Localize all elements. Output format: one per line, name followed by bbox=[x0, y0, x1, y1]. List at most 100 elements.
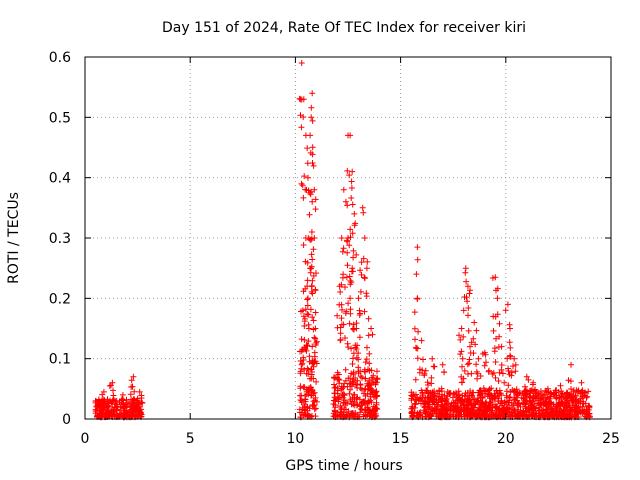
data-point bbox=[374, 368, 380, 375]
data-point bbox=[312, 206, 319, 213]
data-point bbox=[132, 407, 139, 414]
data-point bbox=[454, 409, 461, 416]
data-point bbox=[340, 409, 347, 416]
data-point bbox=[505, 382, 512, 389]
data-point bbox=[368, 325, 375, 332]
data-point bbox=[363, 356, 370, 363]
data-point bbox=[462, 269, 469, 276]
data-point bbox=[471, 319, 478, 326]
chart-title: Day 151 of 2024, Rate Of TEC Index for r… bbox=[162, 20, 526, 36]
data-point bbox=[340, 390, 347, 397]
data-point bbox=[480, 385, 487, 392]
data-point bbox=[467, 388, 474, 394]
data-point bbox=[483, 359, 489, 366]
data-point bbox=[310, 162, 317, 169]
data-point bbox=[346, 390, 353, 397]
data-point bbox=[544, 385, 551, 392]
data-point bbox=[347, 306, 354, 313]
data-point bbox=[551, 392, 558, 398]
data-point bbox=[350, 254, 357, 261]
data-point bbox=[558, 398, 565, 405]
data-point bbox=[307, 375, 313, 382]
y-tick-label: 0.2 bbox=[49, 291, 71, 307]
data-point bbox=[465, 327, 472, 334]
data-point bbox=[359, 204, 366, 211]
data-point bbox=[370, 407, 377, 414]
data-point bbox=[537, 388, 544, 395]
data-point bbox=[458, 348, 465, 355]
data-point bbox=[372, 379, 379, 385]
data-point bbox=[420, 407, 427, 414]
data-point bbox=[463, 407, 470, 414]
data-point bbox=[464, 298, 471, 305]
data-point bbox=[428, 374, 435, 381]
data-point bbox=[425, 394, 431, 401]
data-point bbox=[136, 388, 143, 395]
data-point bbox=[298, 60, 305, 66]
data-point bbox=[409, 393, 416, 400]
data-point bbox=[411, 309, 418, 316]
data-point bbox=[568, 390, 575, 397]
data-point bbox=[469, 392, 476, 399]
data-point bbox=[298, 392, 305, 399]
data-point bbox=[337, 324, 344, 331]
data-point bbox=[135, 399, 142, 406]
data-point bbox=[429, 407, 436, 414]
data-point bbox=[515, 391, 522, 397]
y-tick-label: 0.1 bbox=[49, 352, 71, 368]
data-point bbox=[355, 370, 362, 377]
data-point bbox=[412, 396, 419, 403]
data-point bbox=[429, 398, 436, 405]
data-point bbox=[336, 380, 343, 387]
data-point bbox=[498, 400, 505, 407]
data-point bbox=[306, 358, 313, 365]
data-point bbox=[457, 336, 464, 343]
data-point bbox=[308, 229, 315, 235]
data-point bbox=[129, 383, 136, 390]
data-point bbox=[470, 350, 477, 357]
x-tick-label: 20 bbox=[497, 431, 515, 447]
data-point bbox=[307, 306, 314, 313]
data-point bbox=[511, 355, 518, 362]
data-point bbox=[476, 408, 483, 415]
data-point bbox=[366, 350, 373, 357]
data-point bbox=[358, 259, 365, 266]
data-point bbox=[128, 377, 135, 384]
data-point bbox=[343, 308, 350, 315]
data-point bbox=[306, 189, 313, 196]
data-point bbox=[309, 387, 316, 394]
data-point bbox=[504, 301, 511, 308]
data-point bbox=[561, 407, 568, 414]
data-point bbox=[484, 407, 491, 413]
data-point bbox=[110, 392, 117, 399]
data-point bbox=[496, 387, 503, 394]
data-point bbox=[344, 262, 351, 269]
data-point bbox=[438, 405, 445, 412]
data-point bbox=[338, 235, 345, 241]
data-point bbox=[489, 407, 496, 414]
data-point bbox=[460, 333, 467, 340]
data-point bbox=[313, 378, 320, 385]
data-point bbox=[306, 353, 313, 360]
data-point bbox=[433, 406, 440, 413]
data-point bbox=[308, 283, 315, 290]
data-point bbox=[304, 302, 311, 309]
data-point bbox=[303, 342, 310, 349]
data-point bbox=[309, 144, 316, 151]
data-point bbox=[302, 396, 308, 403]
data-point bbox=[431, 399, 437, 406]
data-point bbox=[369, 331, 376, 338]
data-point bbox=[113, 398, 120, 404]
data-point bbox=[302, 132, 309, 139]
data-point bbox=[302, 306, 309, 313]
data-point bbox=[332, 404, 339, 411]
data-point bbox=[443, 406, 450, 413]
data-point bbox=[460, 307, 467, 314]
data-point bbox=[442, 397, 449, 404]
data-point bbox=[411, 400, 418, 407]
data-point bbox=[361, 308, 368, 315]
data-point bbox=[366, 360, 373, 367]
data-point bbox=[485, 368, 492, 375]
data-point bbox=[94, 412, 101, 419]
data-point bbox=[308, 104, 315, 111]
